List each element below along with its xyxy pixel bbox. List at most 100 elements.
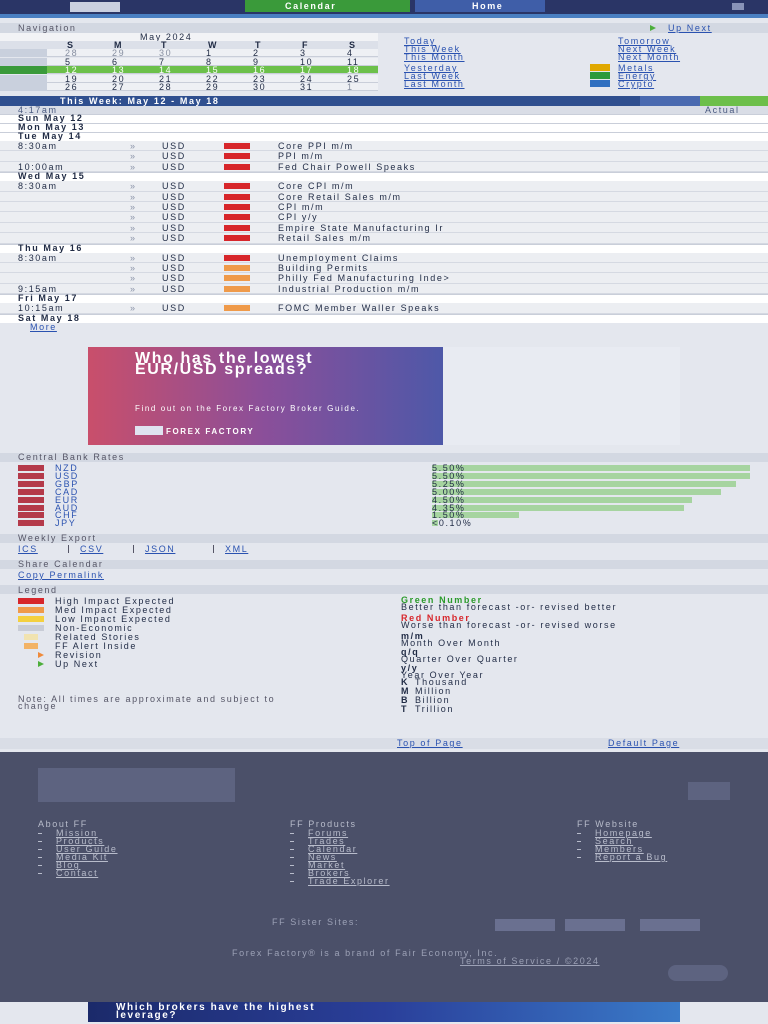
calendar-day[interactable]: 31 [300, 82, 314, 93]
export-link[interactable]: ICS [18, 544, 38, 554]
footer-link[interactable]: News [308, 852, 337, 862]
calendar-day[interactable]: 4 [347, 48, 354, 58]
calendar-day[interactable]: 1 [206, 48, 213, 58]
event-row [0, 212, 768, 223]
footer-link[interactable]: Market [308, 860, 346, 870]
event-name[interactable]: Unemployment Claims [278, 252, 399, 263]
footer-link[interactable]: Trade Explorer [308, 876, 390, 886]
event-name[interactable]: Core Retail Sales m/m [278, 191, 402, 202]
calendar-day[interactable]: 28 [159, 82, 173, 93]
nav-link[interactable]: Energy [618, 71, 657, 81]
footer-link[interactable]: Blog [56, 860, 81, 870]
export-link[interactable]: JSON [145, 544, 176, 554]
calendar-day[interactable]: 14 [159, 65, 173, 76]
calendar-day[interactable]: 8 [206, 56, 213, 67]
footer-link[interactable]: Homepage [595, 828, 652, 838]
calendar-day[interactable]: 3 [300, 48, 307, 58]
event-name[interactable]: Empire State Manufacturing Ir [278, 222, 444, 233]
nav-link[interactable]: This Month [404, 52, 465, 62]
tab-calendar[interactable]: Calendar [285, 1, 337, 11]
calendar-day[interactable]: 29 [206, 82, 220, 93]
nav-link[interactable]: Crypto [618, 79, 655, 89]
calendar-day[interactable]: 30 [253, 82, 267, 93]
time-note: Note: All times are approximate and subj… [18, 694, 276, 711]
event-name[interactable]: CPI y/y [278, 212, 319, 223]
calendar-day[interactable]: 28 [65, 48, 79, 58]
calendar-day[interactable]: 18 [347, 65, 361, 76]
event-name[interactable]: Industrial Production m/m [278, 283, 421, 294]
flag [18, 512, 44, 519]
calendar-day[interactable]: 11 [347, 56, 360, 67]
nav-link[interactable]: Tomorrow [618, 36, 671, 46]
nav-link[interactable]: Metals [618, 63, 655, 73]
calendar-day[interactable]: 29 [112, 48, 126, 58]
calendar-day[interactable]: 23 [253, 73, 267, 84]
event-name[interactable]: Core CPI m/m [278, 181, 355, 192]
footer-link[interactable]: User Guide [56, 844, 118, 854]
nav-link[interactable]: This Week [404, 44, 461, 54]
calendar-day[interactable]: 20 [112, 73, 126, 84]
footer-link[interactable]: Brokers [308, 868, 351, 878]
event-name[interactable]: FOMC Member Waller Speaks [278, 303, 441, 314]
export-header [0, 534, 768, 543]
calendar-day[interactable]: 13 [112, 65, 126, 76]
calendar-day[interactable]: 26 [65, 82, 79, 93]
export-link[interactable]: CSV [80, 544, 104, 554]
event-name[interactable]: Retail Sales m/m [278, 233, 372, 244]
footer-link[interactable]: Mission [56, 828, 98, 838]
footer-link[interactable]: Media Kit [56, 852, 108, 862]
event-name[interactable]: Core PPI m/m [278, 141, 354, 151]
event-name[interactable]: CPI m/m [278, 202, 325, 212]
calendar-day[interactable]: 19 [65, 73, 79, 84]
calendar-day[interactable]: 16 [253, 65, 267, 76]
calendar-day[interactable]: 6 [112, 56, 119, 67]
event-arrows: » [130, 273, 137, 284]
event-name[interactable]: PPI m/m [278, 151, 324, 162]
calendar-day[interactable]: 22 [206, 73, 220, 84]
calendar-day[interactable]: 27 [112, 82, 126, 93]
tab-home[interactable]: Home [472, 1, 504, 11]
nav-link[interactable]: Yesterday [404, 63, 459, 73]
footer-link[interactable]: Members [595, 844, 644, 854]
nav-link[interactable]: Today [404, 36, 437, 46]
up-next-link[interactable]: Up Next [668, 23, 712, 33]
footer-link[interactable]: Search [595, 836, 634, 846]
footer-link[interactable]: Forums [308, 828, 349, 838]
event-name[interactable]: Philly Fed Manufacturing Inde> [278, 273, 451, 284]
footer-link[interactable]: Products [56, 836, 105, 846]
calendar-day[interactable]: 7 [159, 56, 166, 67]
current-time: 4:17am [18, 105, 58, 115]
nav-link[interactable]: Next Month [618, 52, 681, 62]
footer-link[interactable]: Contact [56, 868, 99, 878]
calendar-day[interactable]: 9 [253, 56, 260, 67]
event-name[interactable]: Building Permits [278, 263, 369, 273]
nav-link[interactable]: Next Week [618, 44, 677, 54]
footer-link[interactable]: Trades [308, 836, 346, 846]
calendar-day[interactable]: 1 [347, 82, 354, 93]
default-page[interactable]: Default Page [608, 738, 680, 748]
calendar-day[interactable]: 30 [159, 48, 173, 58]
footer-link[interactable]: Report a Bug [595, 852, 668, 862]
separator [68, 545, 69, 553]
calendar-day[interactable]: 21 [159, 73, 173, 84]
permalink[interactable]: Copy Permalink [18, 570, 104, 580]
calendar-day[interactable]: 24 [300, 73, 314, 84]
weekday: S [67, 40, 75, 50]
calendar-day[interactable]: 25 [347, 73, 361, 84]
day-row [0, 243, 768, 253]
nav-link[interactable]: Last Week [404, 71, 461, 81]
footer-link[interactable]: Calendar [308, 844, 358, 854]
legend-item: Revision [55, 650, 103, 660]
calendar-day[interactable]: 2 [253, 48, 260, 58]
event-name[interactable]: Fed Chair Powell Speaks [278, 161, 416, 172]
top-of-page[interactable]: Top of Page [397, 738, 463, 748]
calendar-day[interactable]: 17 [300, 65, 314, 76]
more-link[interactable]: More [30, 321, 57, 332]
nav-link[interactable]: Last Month [404, 79, 465, 89]
footer-terms[interactable]: Terms of Service / ©2024 [460, 956, 600, 966]
export-link[interactable]: XML [225, 544, 249, 554]
calendar-day[interactable]: 12 [65, 65, 79, 76]
calendar-day[interactable]: 10 [300, 56, 314, 67]
calendar-day[interactable]: 15 [206, 65, 220, 76]
calendar-day[interactable]: 5 [65, 56, 72, 67]
